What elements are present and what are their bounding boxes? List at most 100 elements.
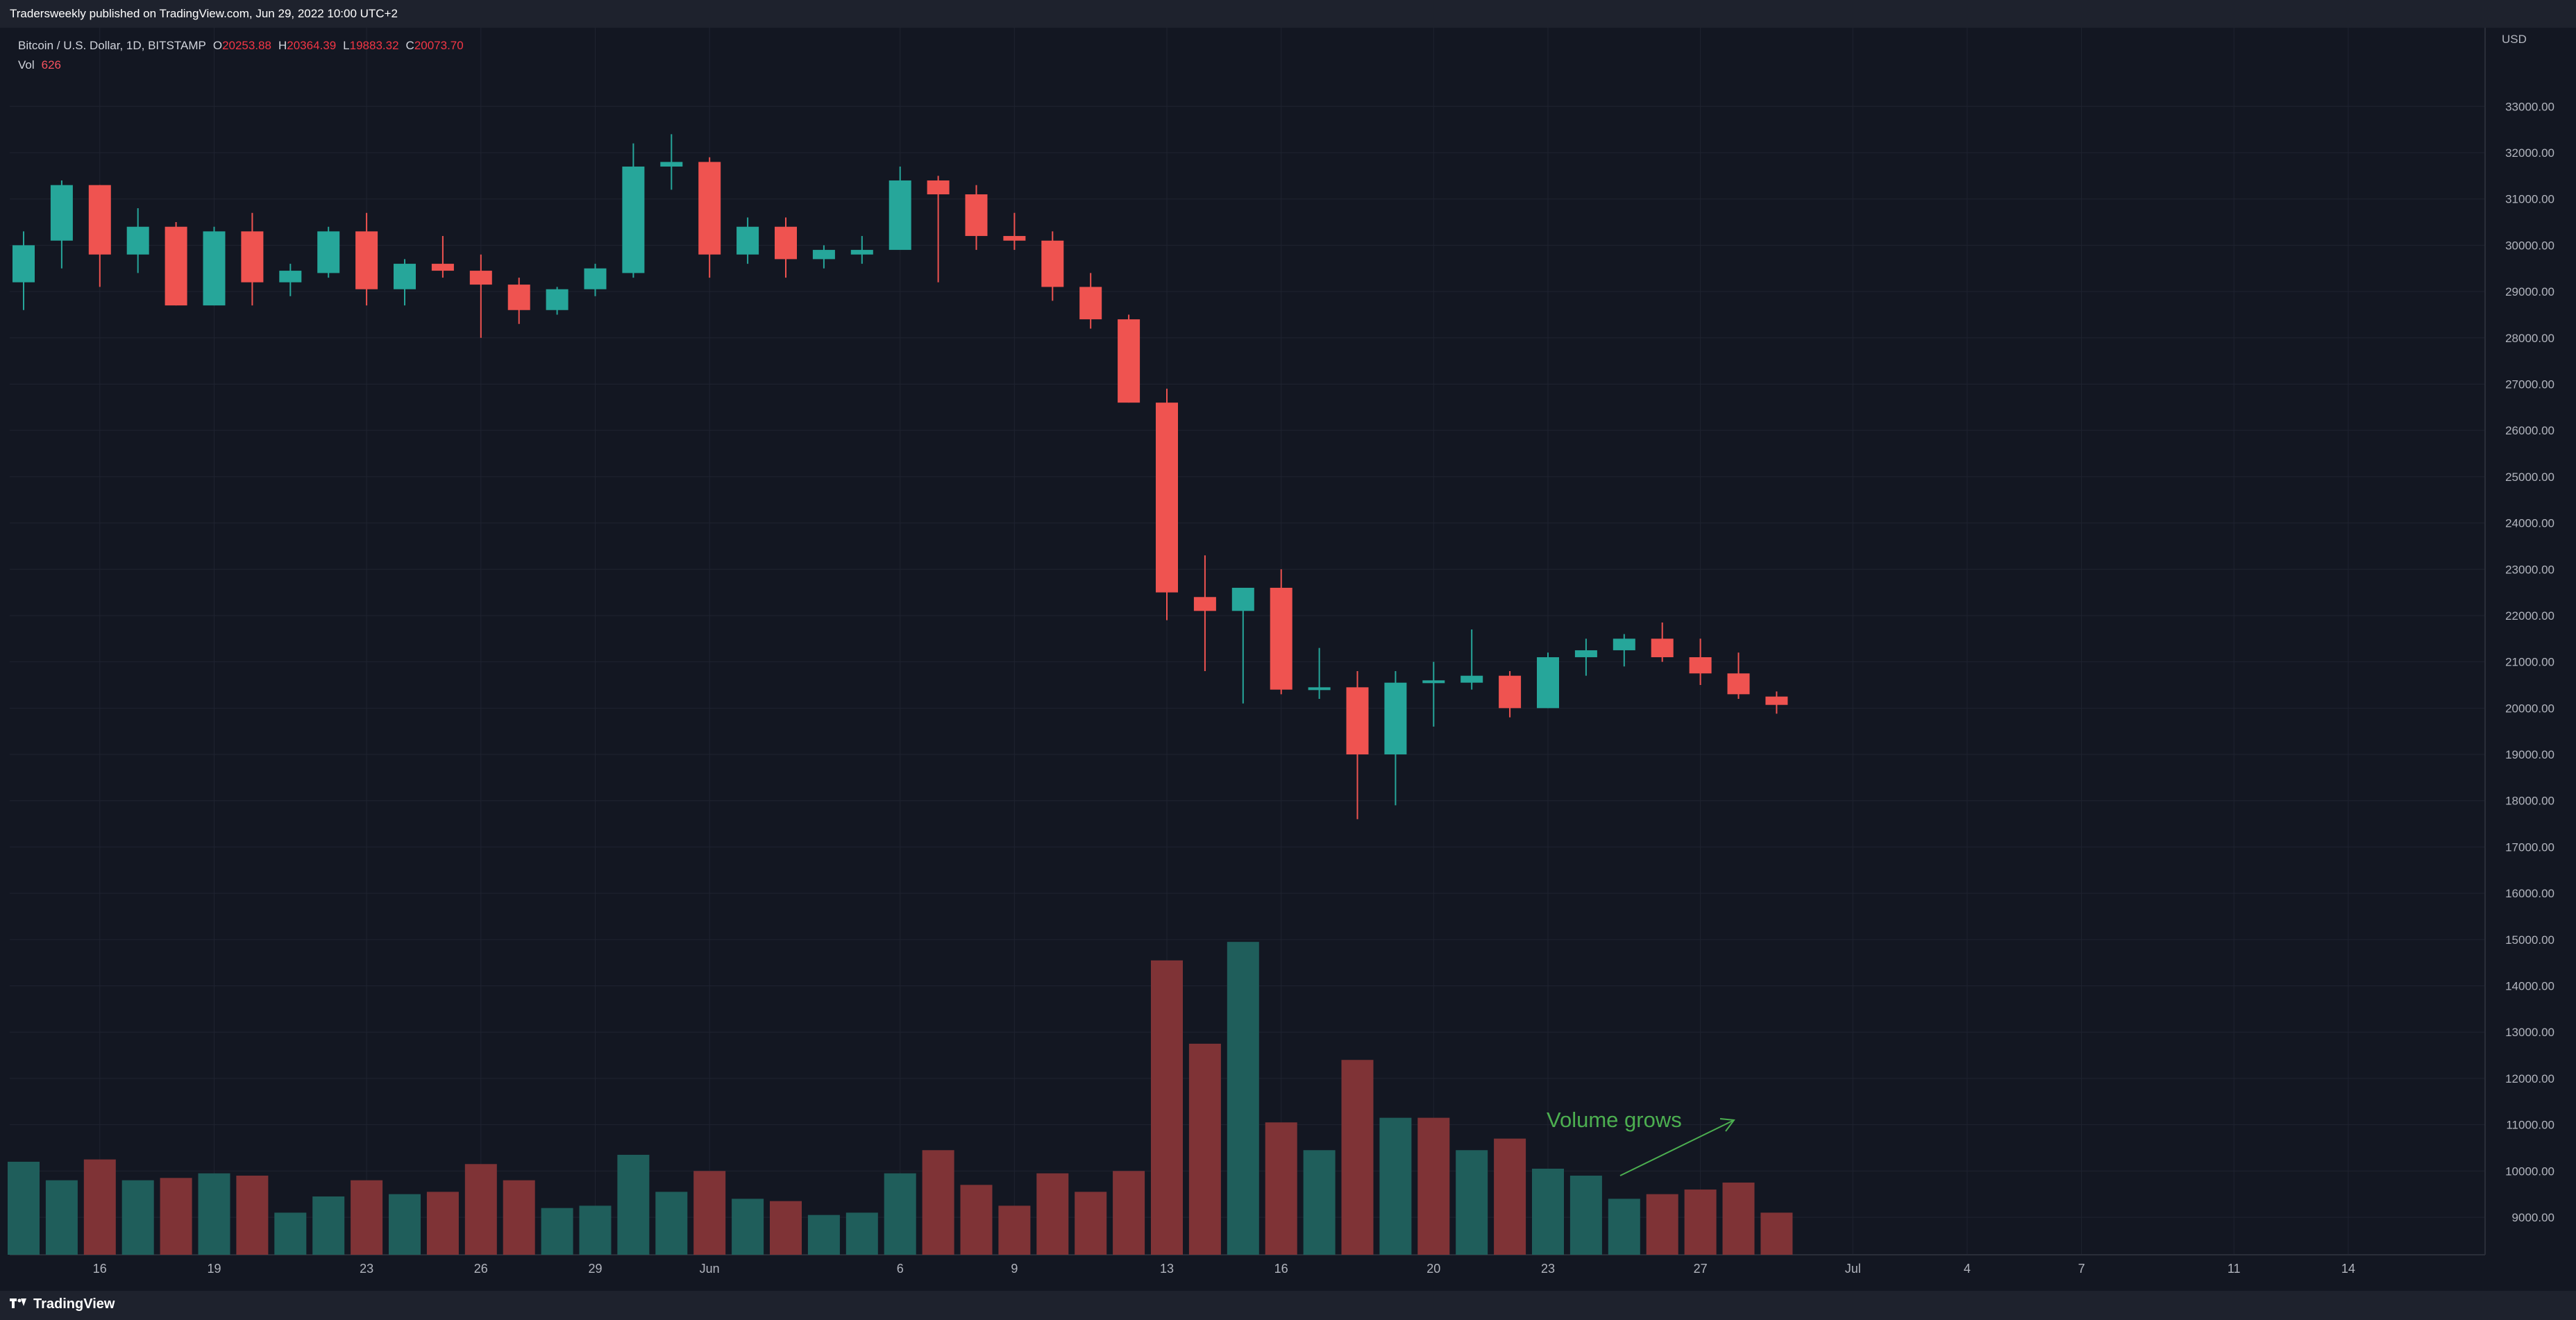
volume-bar xyxy=(236,1175,269,1255)
legend-ohlc-row: Bitcoin / U.S. Dollar, 1D, BITSTAMP O202… xyxy=(18,36,464,56)
candle xyxy=(1041,231,1064,301)
price-tick-label: 25000.00 xyxy=(2505,471,2554,484)
volume-bar xyxy=(312,1196,345,1255)
candle-body xyxy=(1460,675,1483,683)
high-label: H xyxy=(278,39,287,52)
volume-bar xyxy=(1188,1043,1221,1255)
tradingview-logo-icon xyxy=(10,1298,28,1311)
candle xyxy=(1537,652,1559,709)
price-tick-label: 10000.00 xyxy=(2505,1165,2554,1178)
candle xyxy=(203,226,226,306)
volume-bar xyxy=(389,1194,421,1255)
volume-bar xyxy=(1569,1175,1602,1255)
candlestick-chart[interactable]: USD 9000.00 10000.00 11000.00 12000.00 13000.… xyxy=(0,28,2576,1291)
volume-bar xyxy=(160,1178,192,1255)
candle-body xyxy=(1574,650,1597,657)
low-label: L xyxy=(343,39,350,52)
candle-body xyxy=(812,250,835,260)
candle xyxy=(469,254,492,338)
volume-bar xyxy=(884,1173,916,1255)
candle xyxy=(12,231,35,310)
time-tick-label: 23 xyxy=(1541,1262,1555,1276)
symbol-legend: Bitcoin / U.S. Dollar, 1D, BITSTAMP O202… xyxy=(18,36,464,75)
volume-bar xyxy=(1684,1189,1717,1255)
legend-symbol: Bitcoin / U.S. Dollar, 1D, BITSTAMP xyxy=(18,39,206,52)
footer-bar xyxy=(0,1291,2576,1320)
candle xyxy=(1613,634,1635,667)
candle-body xyxy=(889,180,911,251)
price-tick-label: 26000.00 xyxy=(2505,424,2554,437)
candle-body xyxy=(1765,696,1788,705)
time-tick-label: 27 xyxy=(1694,1262,1708,1276)
candle xyxy=(660,134,683,190)
currency-label: USD xyxy=(2502,33,2527,46)
candle-body xyxy=(1118,319,1140,403)
volume-bar xyxy=(83,1159,116,1255)
candle-body xyxy=(431,264,454,271)
close-value: 20073.70 xyxy=(414,39,464,52)
volume-bar xyxy=(45,1180,78,1255)
candle xyxy=(927,176,950,282)
candle xyxy=(1308,648,1331,700)
price-tick-label: 12000.00 xyxy=(2505,1072,2554,1085)
candle xyxy=(1079,273,1102,329)
candle-body xyxy=(1422,680,1445,684)
price-tick-label: 23000.00 xyxy=(2505,563,2554,576)
volume-bar xyxy=(922,1150,954,1255)
candle-body xyxy=(165,226,187,306)
candle-body xyxy=(126,226,149,255)
candle xyxy=(1651,622,1674,662)
price-tick-label: 32000.00 xyxy=(2505,146,2554,160)
volume-bar xyxy=(693,1171,726,1255)
candle xyxy=(1193,555,1216,671)
price-tick-label: 20000.00 xyxy=(2505,702,2554,715)
volume-bar xyxy=(464,1164,497,1255)
candle xyxy=(584,264,607,296)
volume-bar xyxy=(426,1192,459,1255)
price-tick-label: 28000.00 xyxy=(2505,332,2554,345)
candle xyxy=(965,185,988,251)
price-tick-label: 15000.00 xyxy=(2505,933,2554,947)
candle-body xyxy=(1003,236,1026,241)
tradingview-logo[interactable]: TradingView xyxy=(10,1296,115,1312)
price-axis: USD 9000.00 10000.00 11000.00 12000.00 13000.… xyxy=(2502,33,2554,1224)
volume-bar xyxy=(121,1180,154,1255)
candle-body xyxy=(1079,287,1102,320)
volume-bar xyxy=(1113,1171,1145,1255)
candle xyxy=(1156,389,1178,620)
candle-body xyxy=(622,167,645,273)
chart-area[interactable]: USD 9000.00 10000.00 11000.00 12000.00 13000.… xyxy=(0,28,2576,1291)
open-label: O xyxy=(212,39,223,52)
volume-bar xyxy=(1608,1199,1640,1255)
grid-lines xyxy=(10,28,2486,1255)
volume-bar xyxy=(1151,960,1183,1255)
candle xyxy=(1231,587,1254,704)
candle-body xyxy=(1346,687,1369,755)
volume-bar xyxy=(8,1161,40,1255)
time-tick-label: 16 xyxy=(93,1262,107,1276)
candle xyxy=(1270,569,1293,695)
candle-body xyxy=(279,271,302,282)
candle xyxy=(622,143,645,278)
price-tick-label: 21000.00 xyxy=(2505,656,2554,669)
volume-bar xyxy=(1760,1212,1793,1255)
volume-bar xyxy=(998,1205,1031,1255)
candle xyxy=(355,212,378,306)
legend-volume-row: Vol 626 xyxy=(18,56,464,75)
candle-body xyxy=(12,245,35,282)
time-tick-label: 14 xyxy=(2341,1262,2355,1276)
candle xyxy=(431,236,454,278)
candle-body xyxy=(698,162,721,255)
legend-open: O20253.88 xyxy=(213,39,271,53)
volume-bar xyxy=(1494,1138,1526,1255)
annotation-text: Volume grows xyxy=(1547,1108,1682,1132)
annotation-arrow-head xyxy=(1719,1118,1735,1132)
volume-bar xyxy=(1532,1168,1564,1255)
time-tick-label: 6 xyxy=(897,1262,904,1276)
price-tick-label: 17000.00 xyxy=(2505,840,2554,854)
volume-bar xyxy=(1265,1122,1297,1255)
time-tick-label: 13 xyxy=(1160,1262,1174,1276)
candle xyxy=(850,236,873,264)
candle-body xyxy=(546,289,569,310)
price-tick-label: 30000.00 xyxy=(2505,239,2554,252)
